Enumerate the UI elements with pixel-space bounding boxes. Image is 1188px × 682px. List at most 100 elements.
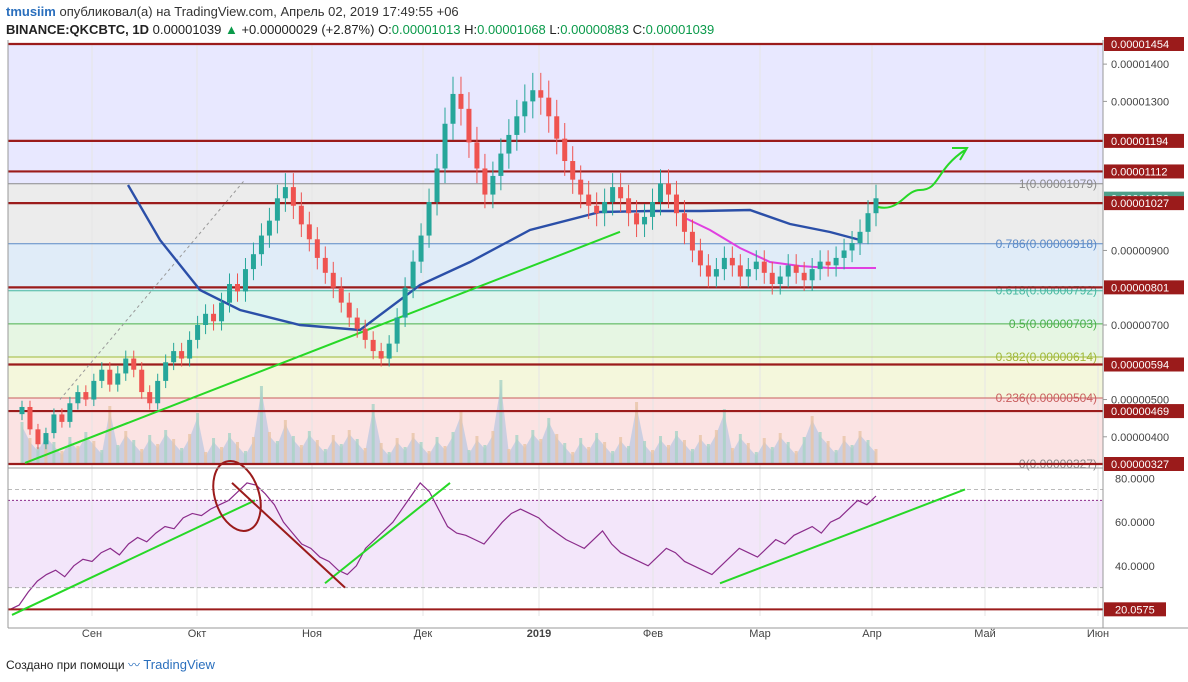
- rsi-line: [9, 481, 877, 610]
- candle-body: [650, 202, 656, 217]
- candle-body: [258, 235, 264, 255]
- candle-body: [27, 406, 33, 430]
- open-label: O:: [378, 22, 392, 37]
- candle-body: [290, 187, 296, 206]
- volume-bar: [92, 441, 96, 464]
- candle-body: [498, 153, 504, 176]
- volume-bar: [682, 440, 686, 464]
- candle-body: [338, 287, 344, 303]
- author-name[interactable]: tmusiim: [6, 4, 56, 19]
- publish-info: tmusiim опубликовал(а) на TradingView.co…: [6, 4, 459, 19]
- volume-bar: [307, 431, 311, 464]
- price-level-tag: [1104, 457, 1184, 471]
- volume-bar: [547, 418, 551, 464]
- price-level-label: 0.00001194: [1111, 136, 1168, 148]
- volume-bar: [108, 406, 112, 464]
- volume-bar: [499, 380, 503, 464]
- volume-bar: [379, 443, 383, 464]
- candle-body: [370, 339, 376, 352]
- candle-body: [506, 134, 512, 154]
- support-trendline: [24, 230, 621, 464]
- volume-bar: [299, 445, 303, 464]
- price-level-tag: [1104, 196, 1184, 211]
- rsi-band: [8, 500, 1103, 588]
- candle-body: [442, 123, 448, 169]
- volume-bar: [251, 437, 255, 464]
- volume-bar: [714, 430, 718, 464]
- price-level-tag: [1104, 404, 1184, 419]
- volume-bar: [627, 446, 631, 464]
- publish-text: опубликовал(а) на TradingView.com, Апрел…: [59, 4, 459, 19]
- volume-bar: [730, 448, 734, 464]
- fib-label: 0.236(0.00000504): [996, 391, 1097, 405]
- candle-body: [426, 202, 432, 236]
- candle-body: [586, 194, 592, 206]
- candle-body: [873, 198, 879, 214]
- volume-bar: [666, 445, 670, 464]
- candle-body: [139, 369, 145, 393]
- volume-bar: [180, 448, 184, 464]
- fib-label: 0.5(0.00000703): [1009, 317, 1097, 331]
- volume-bar: [164, 430, 168, 464]
- footer: Создано при помощи 〰 TradingView: [6, 656, 215, 673]
- candle-body: [610, 187, 616, 203]
- volume-bar: [291, 436, 295, 464]
- candle-body: [115, 373, 121, 385]
- candle-body: [171, 351, 177, 363]
- volume-bar: [459, 411, 463, 464]
- candle-body: [203, 313, 209, 325]
- volume-bar: [858, 431, 862, 464]
- volume-bar: [587, 447, 591, 464]
- candle-body: [187, 339, 193, 359]
- candle-body: [402, 287, 408, 318]
- candle-body: [59, 414, 65, 422]
- volume-bar: [100, 450, 104, 464]
- volume-bar: [411, 433, 415, 464]
- volume-bar: [571, 452, 575, 464]
- candle-body: [346, 302, 352, 318]
- fib-label: 0.786(0.00000918): [996, 237, 1097, 251]
- rsi-tick-label: 80.0000: [1115, 474, 1155, 486]
- x-tick-label: Окт: [188, 628, 207, 640]
- volume-bar: [451, 432, 455, 464]
- candle-body: [394, 317, 400, 344]
- volume-bar: [443, 446, 447, 464]
- candle-body: [777, 276, 783, 284]
- volume-bar: [467, 450, 471, 464]
- change-arrow-icon: ▲: [224, 22, 238, 37]
- volume-bar: [507, 449, 511, 464]
- price-level-tag: [1104, 133, 1184, 148]
- candle-body: [562, 138, 568, 162]
- price-level-label: 0.00000801: [1111, 282, 1169, 294]
- price-level-label: 0.00001112: [1111, 166, 1167, 178]
- volume-bar: [259, 386, 263, 464]
- candle-body: [83, 392, 89, 400]
- fib-label: 0.382(0.00000614): [996, 350, 1097, 364]
- candle-body: [91, 380, 97, 400]
- candle-body: [282, 187, 288, 199]
- candle-body: [761, 261, 767, 273]
- volume-bar: [690, 449, 694, 464]
- volume-bar: [363, 448, 367, 464]
- candle-body: [378, 351, 384, 359]
- price-level-label: 0.00001454: [1111, 39, 1169, 51]
- candle-body: [51, 414, 57, 434]
- volume-bar: [267, 432, 271, 464]
- candle-body: [546, 97, 552, 117]
- candle-body: [697, 250, 703, 266]
- symbol-label: BINANCE:QKCBTC, 1D: [6, 22, 149, 37]
- tradingview-brand[interactable]: TradingView: [143, 657, 215, 672]
- candle-body: [410, 261, 416, 288]
- volume-bar: [403, 447, 407, 464]
- volume-bar: [842, 436, 846, 464]
- volume-bar: [619, 437, 623, 464]
- price-chart[interactable]: Сен Окт Ноя Дек 2019 Фев Мар Апр Май Июн 1(0.00001…: [0, 0, 1188, 650]
- volume-bar: [140, 449, 144, 464]
- x-tick-label: Июн: [1087, 628, 1109, 640]
- rsi-trendline: [324, 482, 451, 585]
- candle-body: [490, 175, 496, 195]
- candle-body: [107, 369, 113, 385]
- rsi-level-label: 20.0575: [1115, 604, 1155, 616]
- volume-bar: [563, 443, 567, 464]
- close-label: C:: [632, 22, 646, 37]
